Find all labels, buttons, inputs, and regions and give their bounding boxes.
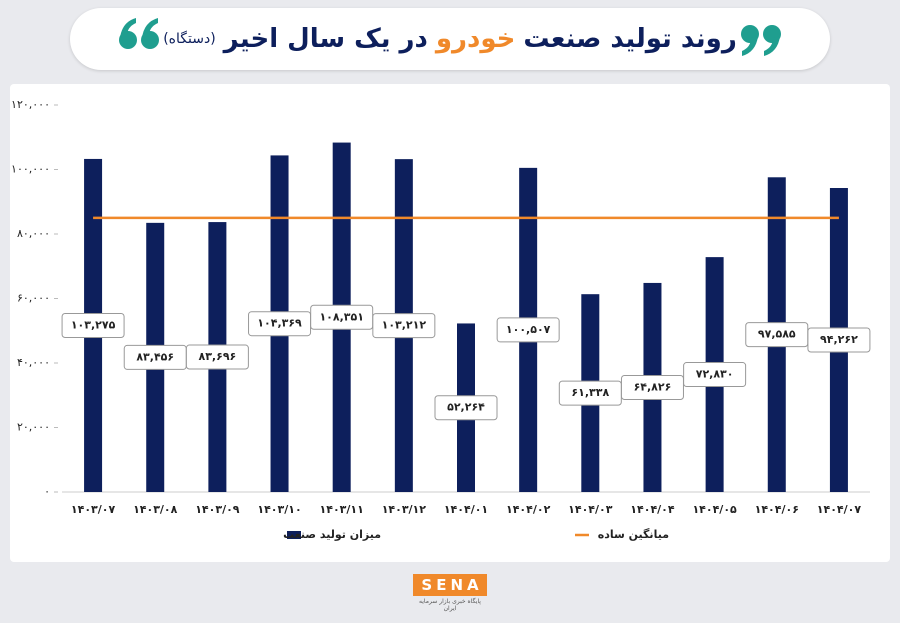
- y-tick-label: ۴۰,۰۰۰: [17, 356, 50, 369]
- value-label: ۱۰۰,۵۰۷: [506, 323, 551, 336]
- value-label: ۵۲,۲۶۴: [447, 401, 485, 414]
- value-label: ۸۳,۶۹۶: [199, 350, 237, 363]
- x-tick-label: ۱۴۰۳/۰۸: [133, 503, 178, 516]
- logo-tagline: پایگاه خبری بازار سرمایه ایران: [419, 598, 481, 612]
- value-label-box: [61, 312, 125, 338]
- x-tick-label: ۱۴۰۴/۰۶: [755, 503, 799, 516]
- chart-title-highlight: خودرو: [435, 24, 516, 54]
- title-pill: روند تولید صنعت خودرو در یک سال اخیر (دس…: [70, 8, 830, 70]
- value-label: ۱۰۳,۲۷۵: [71, 318, 116, 331]
- value-label-box: [434, 395, 498, 421]
- footer: SENA پایگاه خبری بازار سرمایه ایران: [412, 574, 488, 614]
- x-tick-label: ۱۴۰۳/۰۷: [71, 503, 116, 516]
- value-label-box: [372, 313, 436, 339]
- x-tick-label: ۱۴۰۴/۰۷: [817, 503, 862, 516]
- value-label: ۱۰۸,۳۵۱: [319, 310, 363, 323]
- legend-label: میانگین ساده: [598, 528, 669, 541]
- y-tick-label: ۰: [44, 485, 50, 498]
- value-label: ۱۰۴,۳۶۹: [257, 317, 302, 330]
- value-label: ۶۴,۸۲۶: [634, 380, 672, 393]
- x-tick-label: ۱۴۰۴/۰۳: [568, 503, 613, 516]
- y-tick-label: ۲۰,۰۰۰: [17, 421, 50, 434]
- value-label: ۸۳,۴۵۶: [136, 350, 174, 363]
- value-label: ۹۷,۵۸۵: [758, 328, 796, 341]
- x-tick-label: ۱۴۰۳/۱۲: [382, 503, 427, 516]
- value-label-box: [807, 327, 871, 353]
- value-label-box: [683, 362, 747, 388]
- x-tick-label: ۱۴۰۳/۰۹: [195, 503, 240, 516]
- y-tick-label: ۱۲۰,۰۰۰: [11, 98, 50, 111]
- value-label-box: [185, 344, 249, 370]
- logo: SENA: [413, 574, 487, 596]
- x-tick-label: ۱۴۰۴/۰۵: [692, 503, 737, 516]
- chart-title-end: در یک سال اخیر: [223, 24, 428, 54]
- value-label: ۷۲,۸۳۰: [696, 368, 734, 381]
- y-tick-label: ۸۰,۰۰۰: [17, 227, 50, 240]
- x-tick-label: ۱۴۰۴/۰۱: [444, 503, 488, 516]
- value-label-box: [620, 374, 684, 400]
- x-tick-label: ۱۴۰۳/۱۱: [320, 503, 364, 516]
- value-label-box: [496, 317, 560, 343]
- y-tick-label: ۱۰۰,۰۰۰: [11, 163, 50, 176]
- x-tick-label: ۱۴۰۴/۰۲: [506, 503, 551, 516]
- legend-label: میزان تولید صنعت: [283, 528, 381, 541]
- x-tick-label: ۱۴۰۴/۰۴: [630, 503, 675, 516]
- value-label: ۹۴,۲۶۲: [820, 333, 858, 346]
- unit: (دستگاه): [163, 31, 216, 47]
- chart-title: روند تولید صنعت: [523, 24, 737, 54]
- quote-icon: [119, 18, 781, 56]
- value-label: ۶۱,۳۳۸: [571, 386, 609, 399]
- y-tick-label: ۶۰,۰۰۰: [17, 292, 50, 305]
- value-label: ۱۰۳,۲۱۲: [382, 319, 427, 332]
- legend-swatch: [287, 531, 301, 539]
- x-tick-label: ۱۴۰۳/۱۰: [257, 503, 301, 516]
